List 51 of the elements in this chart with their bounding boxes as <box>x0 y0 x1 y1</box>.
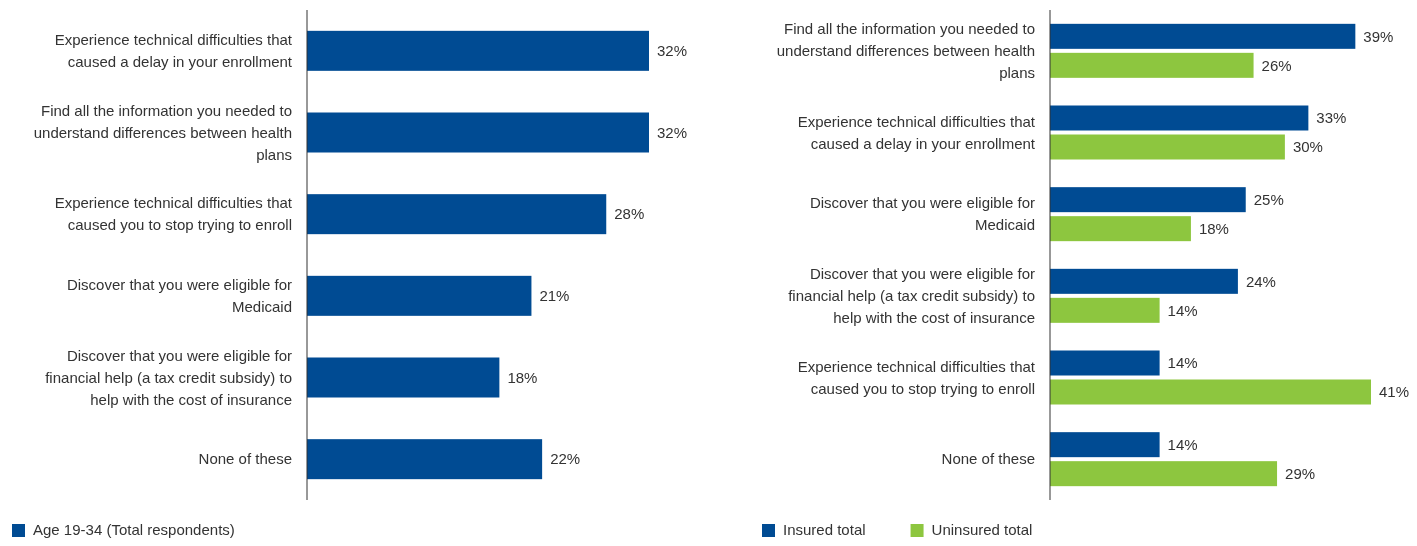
bar <box>1050 379 1371 405</box>
y-tick-label: Experience technical difficulties that caused you to stop trying to enroll <box>54 194 293 234</box>
data-label: 14% <box>1167 435 1198 453</box>
bar <box>1050 432 1160 458</box>
bar <box>1050 461 1278 487</box>
data-label: 32% <box>657 42 688 60</box>
data-label: 18% <box>1198 219 1229 237</box>
bar <box>307 275 532 316</box>
y-tick-label: Discover that you were eligible for Medicaid <box>809 194 1035 234</box>
bar <box>1050 216 1191 242</box>
data-label: 41% <box>1379 383 1410 401</box>
data-label: 25% <box>1253 190 1284 208</box>
bar <box>307 357 500 398</box>
data-label: 14% <box>1167 354 1198 372</box>
legend-label: Insured total <box>783 521 866 539</box>
data-label: 30% <box>1292 138 1323 156</box>
data-label: 22% <box>550 450 581 468</box>
data-label: 29% <box>1285 464 1316 482</box>
data-label: 28% <box>614 205 645 223</box>
bar <box>307 439 543 480</box>
y-tick-label: Find all the information you needed to understand differences between health plans <box>33 101 292 163</box>
bar <box>1050 187 1246 213</box>
bar <box>307 112 649 153</box>
data-label: 39% <box>1363 27 1394 45</box>
data-label: 21% <box>539 287 570 305</box>
legend-label: Age 19-34 (Total respondents) <box>33 521 235 539</box>
data-label: 14% <box>1167 301 1198 319</box>
data-label: 32% <box>657 123 688 141</box>
y-tick-label: Discover that you were eligible for financial help (a tax credit subsidy) to help with the cost of insurance <box>788 265 1035 327</box>
bar <box>1050 105 1309 131</box>
data-label: 33% <box>1316 109 1347 127</box>
data-label: 18% <box>507 368 538 386</box>
bar <box>1050 52 1254 78</box>
y-tick-label: Discover that you were eligible for Medicaid <box>66 276 292 316</box>
bar <box>1050 350 1160 376</box>
bar <box>1050 297 1160 323</box>
bar <box>307 30 649 71</box>
y-tick-label: Discover that you were eligible for financial help (a tax credit subsidy) to help with the cost of insurance <box>45 346 292 408</box>
data-label: 24% <box>1245 272 1276 290</box>
y-tick-label: Experience technical difficulties that caused a delay in your enrollment <box>54 31 293 71</box>
bar <box>1050 134 1285 160</box>
y-tick-label: None of these <box>198 450 292 468</box>
legend-label: Uninsured total <box>931 521 1033 539</box>
bar <box>307 194 607 235</box>
y-tick-label: Experience technical difficulties that caused a delay in your enrollment <box>797 112 1036 152</box>
bar <box>1050 23 1356 49</box>
bar <box>1050 268 1238 294</box>
data-label: 26% <box>1261 56 1292 74</box>
y-tick-label: Find all the information you needed to understand differences between health plans <box>776 20 1035 82</box>
y-tick-label: None of these <box>941 450 1035 468</box>
y-tick-label: Experience technical difficulties that caused you to stop trying to enroll <box>797 357 1036 397</box>
